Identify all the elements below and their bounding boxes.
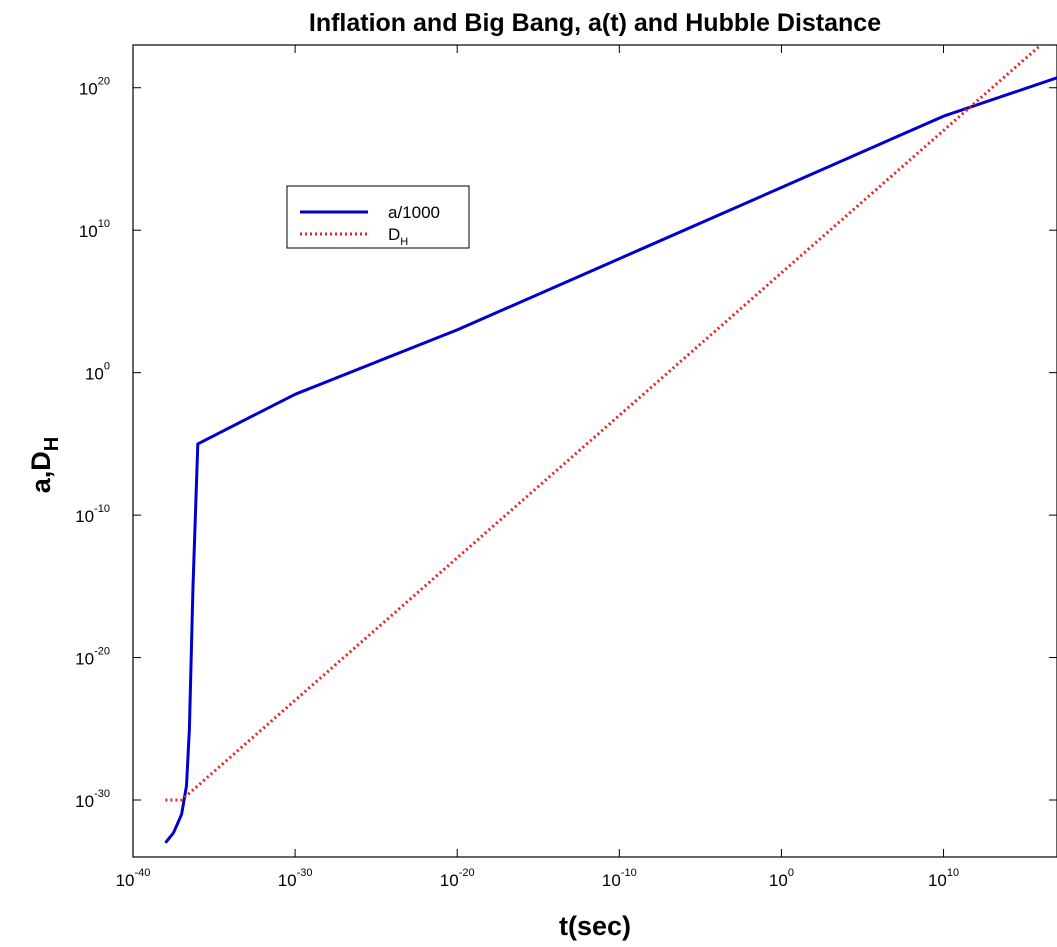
x-tick-label-2: 10-20 bbox=[440, 867, 475, 890]
y-tick-label-1: 10-20 bbox=[75, 646, 110, 669]
y-tick-label-5: 1020 bbox=[79, 76, 110, 99]
x-tick-label-5: 1010 bbox=[928, 867, 959, 890]
x-tick-label-0: 10-40 bbox=[116, 867, 151, 890]
y-tick-label-2: 10-10 bbox=[75, 503, 110, 526]
y-axis-label-main: a,D bbox=[26, 451, 56, 493]
legend-label-dh-sub: H bbox=[400, 236, 408, 248]
x-tick-label-4: 100 bbox=[769, 867, 794, 890]
legend-label-dh: DH bbox=[388, 225, 408, 248]
legend-box bbox=[286, 185, 470, 249]
y-axis-label-sub: H bbox=[41, 437, 63, 451]
legend-label-a: a/1000 bbox=[388, 203, 440, 222]
y-tick-label-3: 100 bbox=[85, 361, 110, 384]
x-tick-labels: 10-40 10-30 10-20 10-10 100 1010 bbox=[116, 867, 960, 890]
x-tick-label-1: 10-30 bbox=[278, 867, 313, 890]
chart-title: Inflation and Big Bang, a(t) and Hubble … bbox=[309, 9, 881, 37]
y-tick-label-4: 1010 bbox=[79, 218, 110, 241]
y-axis-label: a,DH bbox=[26, 437, 63, 493]
y-tick-label-0: 10-30 bbox=[75, 788, 110, 811]
plot-area bbox=[132, 44, 1057, 858]
x-axis-label: t(sec) bbox=[559, 911, 631, 941]
legend: a/1000 DH bbox=[286, 185, 470, 249]
tick-marks bbox=[132, 45, 1057, 857]
x-tick-label-3: 10-10 bbox=[602, 867, 637, 890]
series-layer bbox=[164, 45, 1057, 844]
series-line-0 bbox=[164, 76, 1057, 844]
series-line-1 bbox=[165, 45, 1044, 802]
plot-frame bbox=[132, 44, 1057, 858]
y-tick-labels: 10-30 10-20 10-10 100 1010 1020 bbox=[75, 76, 110, 811]
legend-label-dh-main: D bbox=[388, 225, 400, 244]
